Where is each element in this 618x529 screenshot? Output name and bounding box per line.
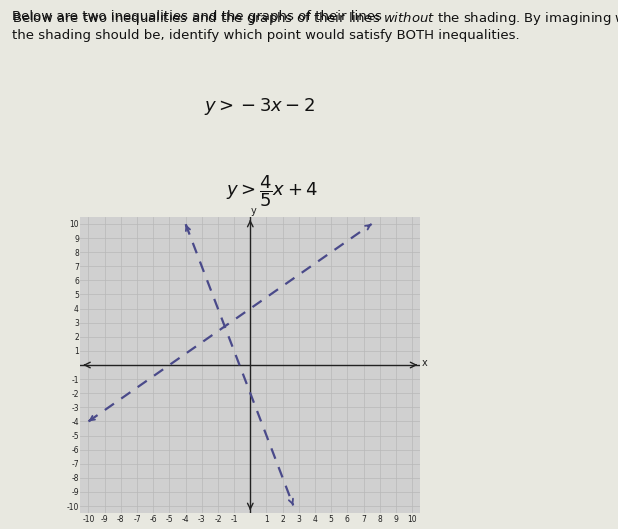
- Text: y: y: [251, 206, 256, 216]
- Text: $\mathit{y} > \dfrac{4}{5}\mathit{x} + 4$: $\mathit{y} > \dfrac{4}{5}\mathit{x} + 4…: [226, 173, 318, 208]
- Text: $\mathit{y} > -3\mathit{x} - 2$: $\mathit{y} > -3\mathit{x} - 2$: [204, 96, 315, 117]
- Text: Below are two inequalities and the graphs of their lines $\it{without}$ the shad: Below are two inequalities and the graph…: [12, 10, 618, 42]
- Text: Below are two inequalities and the graphs of their lines: Below are two inequalities and the graph…: [12, 10, 386, 23]
- Text: x: x: [422, 358, 428, 368]
